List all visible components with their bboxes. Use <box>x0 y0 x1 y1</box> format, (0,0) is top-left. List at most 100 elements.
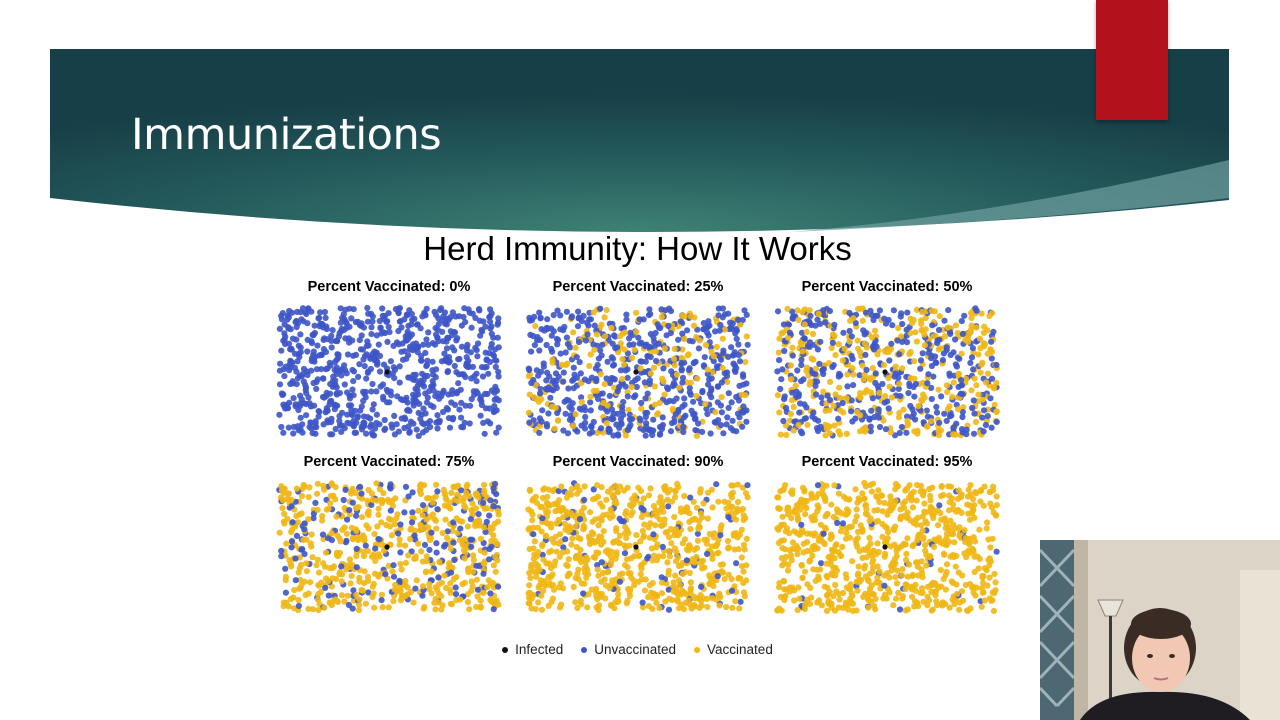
unvaccinated-point <box>850 382 857 389</box>
unvaccinated-point <box>382 571 389 578</box>
unvaccinated-point <box>652 329 659 337</box>
unvaccinated-point <box>735 352 742 359</box>
unvaccinated-point <box>638 358 645 365</box>
unvaccinated-point <box>879 380 886 388</box>
vaccinated-point <box>697 489 704 496</box>
vaccinated-point <box>315 591 322 598</box>
vaccinated-point <box>954 590 961 597</box>
unvaccinated-point <box>398 348 405 355</box>
vaccinated-point <box>612 555 619 562</box>
unvaccinated-point <box>299 370 307 378</box>
unvaccinated-point <box>475 511 482 518</box>
unvaccinated-point <box>391 412 398 419</box>
unvaccinated-point <box>387 388 394 395</box>
vaccinated-point <box>631 492 638 499</box>
vaccinated-point <box>866 534 873 541</box>
vaccinated-point <box>526 582 533 589</box>
unvaccinated-point <box>423 427 430 434</box>
vaccinated-point <box>843 529 850 536</box>
vaccinated-point <box>569 512 576 519</box>
vaccinated-point <box>790 403 797 410</box>
unvaccinated-point <box>982 421 989 429</box>
vaccinated-point <box>337 538 344 545</box>
vaccinated-point <box>531 551 538 558</box>
scatter-plot <box>525 305 751 439</box>
vaccinated-point <box>892 523 899 530</box>
vaccinated-point <box>674 596 681 603</box>
vaccinated-point <box>459 581 466 588</box>
vaccinated-point <box>832 581 839 589</box>
vaccinated-point <box>468 578 475 585</box>
vaccinated-point <box>296 565 303 572</box>
unvaccinated-point <box>818 394 825 401</box>
unvaccinated-point <box>806 339 814 346</box>
unvaccinated-point <box>288 346 295 353</box>
unvaccinated-point <box>688 407 695 414</box>
vaccinated-point <box>635 578 642 585</box>
vaccinated-point <box>313 562 320 569</box>
vaccinated-point <box>860 425 867 433</box>
unvaccinated-point <box>667 330 674 337</box>
vaccinated-point <box>796 595 803 602</box>
vaccinated-point <box>302 591 309 599</box>
vaccinated-point <box>610 538 617 545</box>
unvaccinated-point <box>973 307 980 314</box>
vaccinated-point <box>909 593 916 600</box>
unvaccinated-point <box>328 537 335 544</box>
unvaccinated-point <box>350 368 358 375</box>
vaccinated-point <box>873 493 880 500</box>
unvaccinated-point <box>303 401 310 408</box>
vaccinated-point <box>303 536 310 543</box>
unvaccinated-point <box>308 357 315 365</box>
unvaccinated-point <box>327 431 334 438</box>
vaccinated-point <box>803 328 810 335</box>
unvaccinated-point <box>817 338 824 345</box>
vaccinated-point <box>651 383 658 390</box>
vaccinated-point <box>987 346 994 353</box>
unvaccinated-point <box>301 550 308 558</box>
vaccinated-point <box>666 548 673 555</box>
unvaccinated-point <box>396 363 403 370</box>
vaccinated-point <box>660 378 667 385</box>
vaccinated-point <box>679 570 686 578</box>
vaccinated-point <box>334 532 341 539</box>
vaccinated-point <box>949 501 957 508</box>
unvaccinated-point <box>434 488 441 495</box>
vaccinated-point <box>477 535 484 542</box>
vaccinated-point <box>396 541 403 548</box>
vaccinated-point <box>899 566 906 573</box>
vaccinated-point <box>681 508 688 515</box>
vaccinated-point <box>729 489 736 496</box>
vaccinated-point <box>371 570 379 577</box>
vaccinated-point <box>709 595 716 602</box>
vaccinated-point <box>904 485 911 492</box>
unvaccinated-point <box>539 515 546 522</box>
vaccinated-point <box>672 572 679 579</box>
vaccinated-point <box>808 495 815 502</box>
unvaccinated-point <box>706 376 713 383</box>
vaccinated-point <box>828 501 835 508</box>
unvaccinated-point <box>336 413 343 420</box>
vaccinated-point <box>374 523 381 530</box>
unvaccinated-point <box>308 340 316 347</box>
vaccinated-point <box>738 554 745 561</box>
vaccinated-point <box>637 365 644 372</box>
vaccinated-point <box>371 530 378 538</box>
vaccinated-point <box>447 580 454 587</box>
vaccinated-point <box>708 348 715 355</box>
unvaccinated-point <box>610 362 617 369</box>
vaccinated-point <box>598 578 605 585</box>
vaccinated-point <box>477 604 484 611</box>
vaccinated-point <box>710 534 717 541</box>
vaccinated-point <box>904 509 911 516</box>
vaccinated-point <box>694 537 701 544</box>
unvaccinated-point <box>349 499 356 506</box>
unvaccinated-point <box>569 377 576 384</box>
unvaccinated-point <box>990 328 997 335</box>
unvaccinated-point <box>292 555 299 562</box>
vaccinated-point <box>795 545 802 552</box>
unvaccinated-point <box>598 352 605 359</box>
vaccinated-point <box>903 556 910 564</box>
unvaccinated-point <box>322 584 329 591</box>
vaccinated-point <box>985 556 992 563</box>
